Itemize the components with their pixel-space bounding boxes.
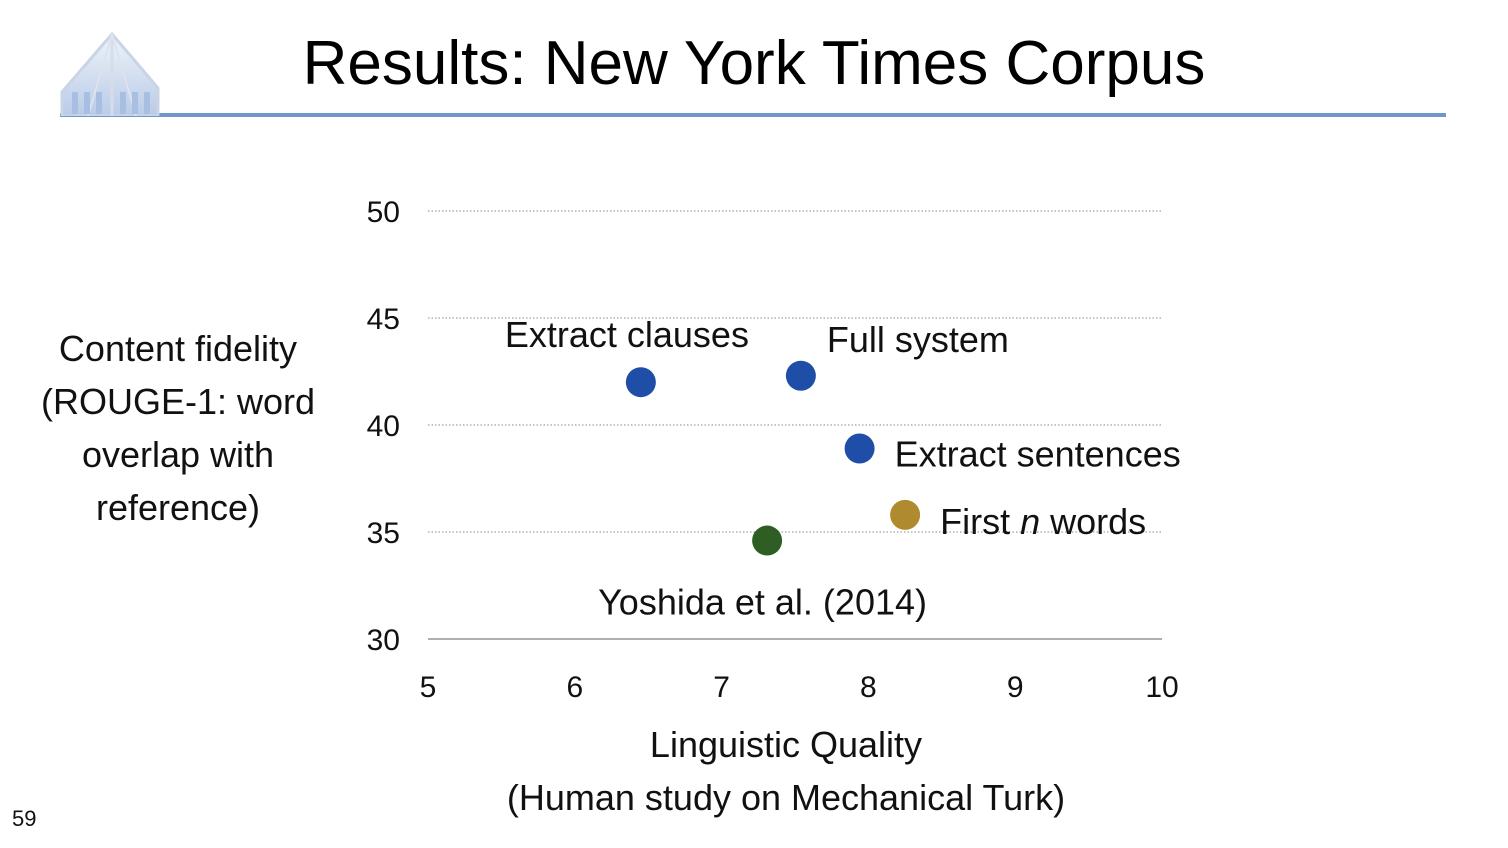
data-point bbox=[844, 433, 875, 464]
y-tick-label: 40 bbox=[367, 410, 400, 443]
point-label: Extract sentences bbox=[895, 434, 1181, 475]
y-tick-label: 35 bbox=[367, 517, 400, 550]
slide-number: 59 bbox=[12, 806, 37, 831]
data-point bbox=[890, 499, 921, 530]
y-axis-label-line: (ROUGE-1: word bbox=[40, 381, 316, 422]
data-point bbox=[752, 525, 783, 556]
point-label: Extract clauses bbox=[505, 314, 749, 355]
y-tick-label: 30 bbox=[367, 624, 400, 657]
y-axis-label-line: overlap with bbox=[81, 434, 275, 475]
x-tick-label: 5 bbox=[420, 671, 437, 704]
point-label-part: First bbox=[940, 501, 1020, 542]
point-label: Yoshida et al. (2014) bbox=[598, 582, 927, 623]
university-logo-icon bbox=[60, 31, 160, 116]
x-axis-label: Linguistic Quality (Human study on Mecha… bbox=[436, 718, 1136, 824]
point-label-part: words bbox=[1040, 501, 1146, 542]
x-tick-label: 6 bbox=[566, 671, 583, 704]
y-tick-label: 50 bbox=[367, 196, 400, 229]
y-axis-label-line: reference) bbox=[95, 487, 261, 528]
x-tick-label: 9 bbox=[1007, 671, 1024, 704]
y-axis-label-line: Content fidelity bbox=[58, 328, 298, 369]
y-tick-label: 45 bbox=[367, 303, 400, 336]
y-axis-label: Content fidelity (ROUGE-1: word overlap … bbox=[20, 322, 336, 534]
point-label: Full system bbox=[827, 319, 1009, 360]
x-tick-label: 10 bbox=[1145, 671, 1178, 704]
x-axis-label-line: Linguistic Quality bbox=[649, 724, 923, 765]
point-label: First n words bbox=[940, 501, 1146, 542]
title-divider bbox=[60, 113, 1446, 117]
x-tick-label: 8 bbox=[860, 671, 877, 704]
point-label-part: n bbox=[1020, 501, 1040, 542]
slide-title: Results: New York Times Corpus bbox=[302, 29, 1206, 98]
data-point bbox=[625, 367, 656, 398]
data-point bbox=[785, 360, 816, 391]
x-axis-label-line: (Human study on Mechanical Turk) bbox=[506, 777, 1066, 818]
x-tick-label: 7 bbox=[713, 671, 730, 704]
